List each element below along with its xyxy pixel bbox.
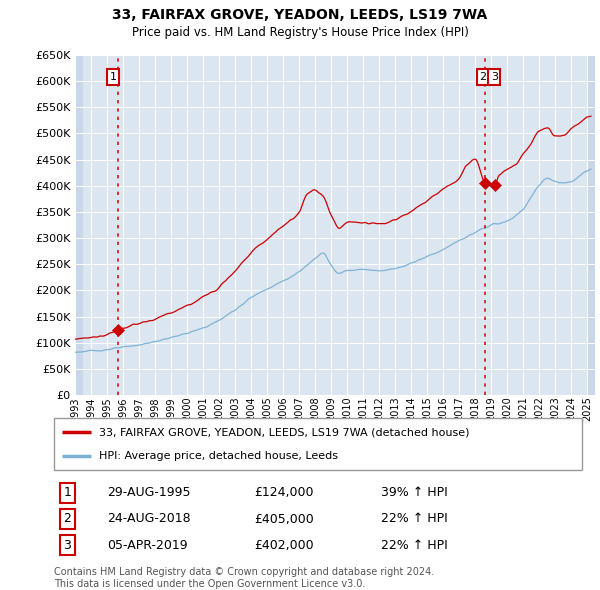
Text: 2: 2 (63, 513, 71, 526)
Text: 1: 1 (109, 72, 116, 82)
Text: 3: 3 (63, 539, 71, 552)
Text: 22% ↑ HPI: 22% ↑ HPI (382, 539, 448, 552)
Text: 33, FAIRFAX GROVE, YEADON, LEEDS, LS19 7WA: 33, FAIRFAX GROVE, YEADON, LEEDS, LS19 7… (112, 8, 488, 22)
Text: 29-AUG-1995: 29-AUG-1995 (107, 486, 190, 499)
Text: 05-APR-2019: 05-APR-2019 (107, 539, 187, 552)
Text: £405,000: £405,000 (254, 513, 314, 526)
Text: 24-AUG-2018: 24-AUG-2018 (107, 513, 190, 526)
Text: 2: 2 (479, 72, 487, 82)
Bar (587, 55, 595, 395)
Text: 22% ↑ HPI: 22% ↑ HPI (382, 513, 448, 526)
Text: 1: 1 (63, 486, 71, 499)
Text: Price paid vs. HM Land Registry's House Price Index (HPI): Price paid vs. HM Land Registry's House … (131, 26, 469, 39)
Text: 33, FAIRFAX GROVE, YEADON, LEEDS, LS19 7WA (detached house): 33, FAIRFAX GROVE, YEADON, LEEDS, LS19 7… (99, 427, 469, 437)
Text: 39% ↑ HPI: 39% ↑ HPI (382, 486, 448, 499)
Text: £124,000: £124,000 (254, 486, 314, 499)
Text: HPI: Average price, detached house, Leeds: HPI: Average price, detached house, Leed… (99, 451, 338, 461)
Bar (75, 55, 83, 395)
Text: 3: 3 (491, 72, 498, 82)
Text: Contains HM Land Registry data © Crown copyright and database right 2024.
This d: Contains HM Land Registry data © Crown c… (54, 567, 434, 589)
Text: £402,000: £402,000 (254, 539, 314, 552)
